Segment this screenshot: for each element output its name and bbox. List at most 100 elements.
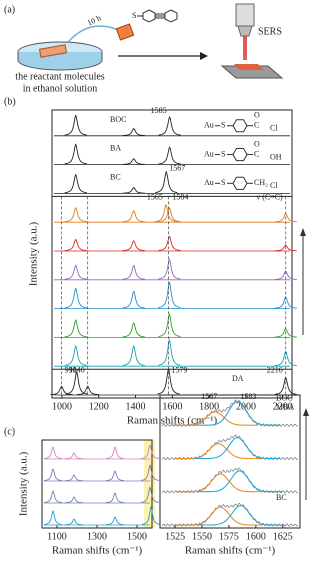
- peak: [123, 265, 145, 279]
- peak: [65, 116, 87, 135]
- struct-anchor: Au: [204, 149, 214, 158]
- peak: [65, 265, 87, 279]
- x-tick-label: 1625: [273, 531, 293, 542]
- trace-label: BOC: [110, 115, 126, 124]
- peak-annotation: 1583: [241, 392, 257, 401]
- molecule-s: S: [132, 11, 136, 20]
- struct-group: C: [254, 149, 259, 158]
- plot-frame: [42, 440, 152, 528]
- x-tick-label: 1100: [47, 531, 67, 542]
- petri-dish-wall: [18, 52, 102, 70]
- laser-beam: [243, 36, 247, 60]
- x-tick-label: 1600: [162, 401, 182, 412]
- struct-linker: S: [221, 178, 225, 187]
- peak: [65, 320, 87, 337]
- peak: [44, 447, 62, 458]
- peak-annotation: 1584: [172, 193, 188, 202]
- peak: [123, 241, 145, 251]
- peak: [158, 208, 180, 222]
- peak: [44, 469, 62, 480]
- peak-annotation: ν (C≡C): [257, 193, 283, 202]
- peak: [44, 511, 62, 524]
- peak: [65, 240, 87, 251]
- objective: [236, 4, 254, 26]
- peak-annotation: 1565: [147, 193, 163, 202]
- peak: [106, 447, 124, 458]
- benzene: [233, 149, 247, 161]
- peak: [44, 491, 62, 502]
- raw-spectrum: [162, 435, 298, 460]
- peak: [158, 237, 180, 251]
- peak: [106, 517, 124, 525]
- fit-peak: [177, 507, 263, 525]
- fit-peak: [197, 471, 283, 492]
- peak-annotation: 1567: [201, 392, 217, 401]
- struct-top: O: [254, 139, 260, 148]
- struct-linker: S: [221, 149, 225, 158]
- peak: [159, 147, 181, 164]
- transfer-arrow: [68, 26, 118, 42]
- x-tick-label: 1525: [165, 531, 185, 542]
- trace-label: BOC: [276, 393, 292, 402]
- trace-label: BA: [110, 144, 121, 153]
- x-tick-label: 1500: [127, 531, 147, 542]
- benzene: [233, 120, 247, 132]
- caption: the reactant molecules: [15, 71, 105, 82]
- x-tick-label: 1300: [87, 531, 107, 542]
- peak-annotation: 1585: [151, 106, 167, 115]
- peak: [123, 159, 145, 165]
- peak: [65, 475, 83, 481]
- peak: [158, 283, 180, 308]
- peak: [65, 346, 87, 365]
- peak: [123, 188, 145, 194]
- peak: [65, 519, 83, 525]
- peak-annotation: 1567: [169, 164, 185, 173]
- struct-group: OH: [270, 152, 282, 161]
- trace-label: BC: [110, 172, 121, 181]
- trace-label: BC: [276, 493, 287, 502]
- benzene: [233, 177, 247, 189]
- struct-group: Cl: [270, 181, 278, 190]
- x-axis-label: Raman shifts (cm⁻¹): [52, 545, 143, 557]
- arrow-head: [300, 228, 306, 236]
- peak: [65, 208, 87, 222]
- x-tick-label: 1200: [89, 401, 109, 412]
- peak: [123, 346, 145, 365]
- peak: [123, 211, 145, 222]
- peak-annotation: 1140: [69, 365, 85, 374]
- benzene: [165, 10, 177, 22]
- struct-group: C: [254, 121, 259, 130]
- struct-linker: S: [221, 121, 225, 130]
- peak-annotation: 1579: [172, 365, 188, 374]
- caption: in ethanol solution: [23, 83, 97, 94]
- panel-label: (a): [4, 4, 15, 15]
- peak: [106, 493, 124, 503]
- y-axis-label: Intensity (a.u.): [18, 451, 30, 516]
- arrow-head: [200, 52, 208, 60]
- peak: [66, 372, 88, 394]
- peak: [158, 340, 180, 365]
- peak: [123, 129, 145, 136]
- arrow-head: [303, 408, 309, 416]
- chip: [116, 24, 133, 40]
- struct-anchor: Au: [204, 121, 214, 130]
- peak: [158, 314, 180, 336]
- molecule-bonds: [137, 14, 165, 18]
- objective-tip: [238, 26, 252, 36]
- peak: [65, 453, 83, 459]
- x-tick-label: 1000: [52, 401, 72, 412]
- benzene: [143, 10, 155, 22]
- struct-group: CH₂: [254, 178, 268, 187]
- struct-top: O: [254, 111, 260, 120]
- peak: [155, 172, 177, 193]
- peak: [65, 175, 87, 193]
- struct-group: Cl: [270, 124, 278, 133]
- y-axis-label: Intensity (a.u.): [28, 221, 40, 286]
- peak: [123, 291, 145, 308]
- peak: [159, 117, 181, 135]
- trace-label: DA: [232, 374, 244, 383]
- peak: [65, 144, 87, 163]
- peak: [65, 497, 83, 503]
- x-tick-label: 1400: [126, 401, 146, 412]
